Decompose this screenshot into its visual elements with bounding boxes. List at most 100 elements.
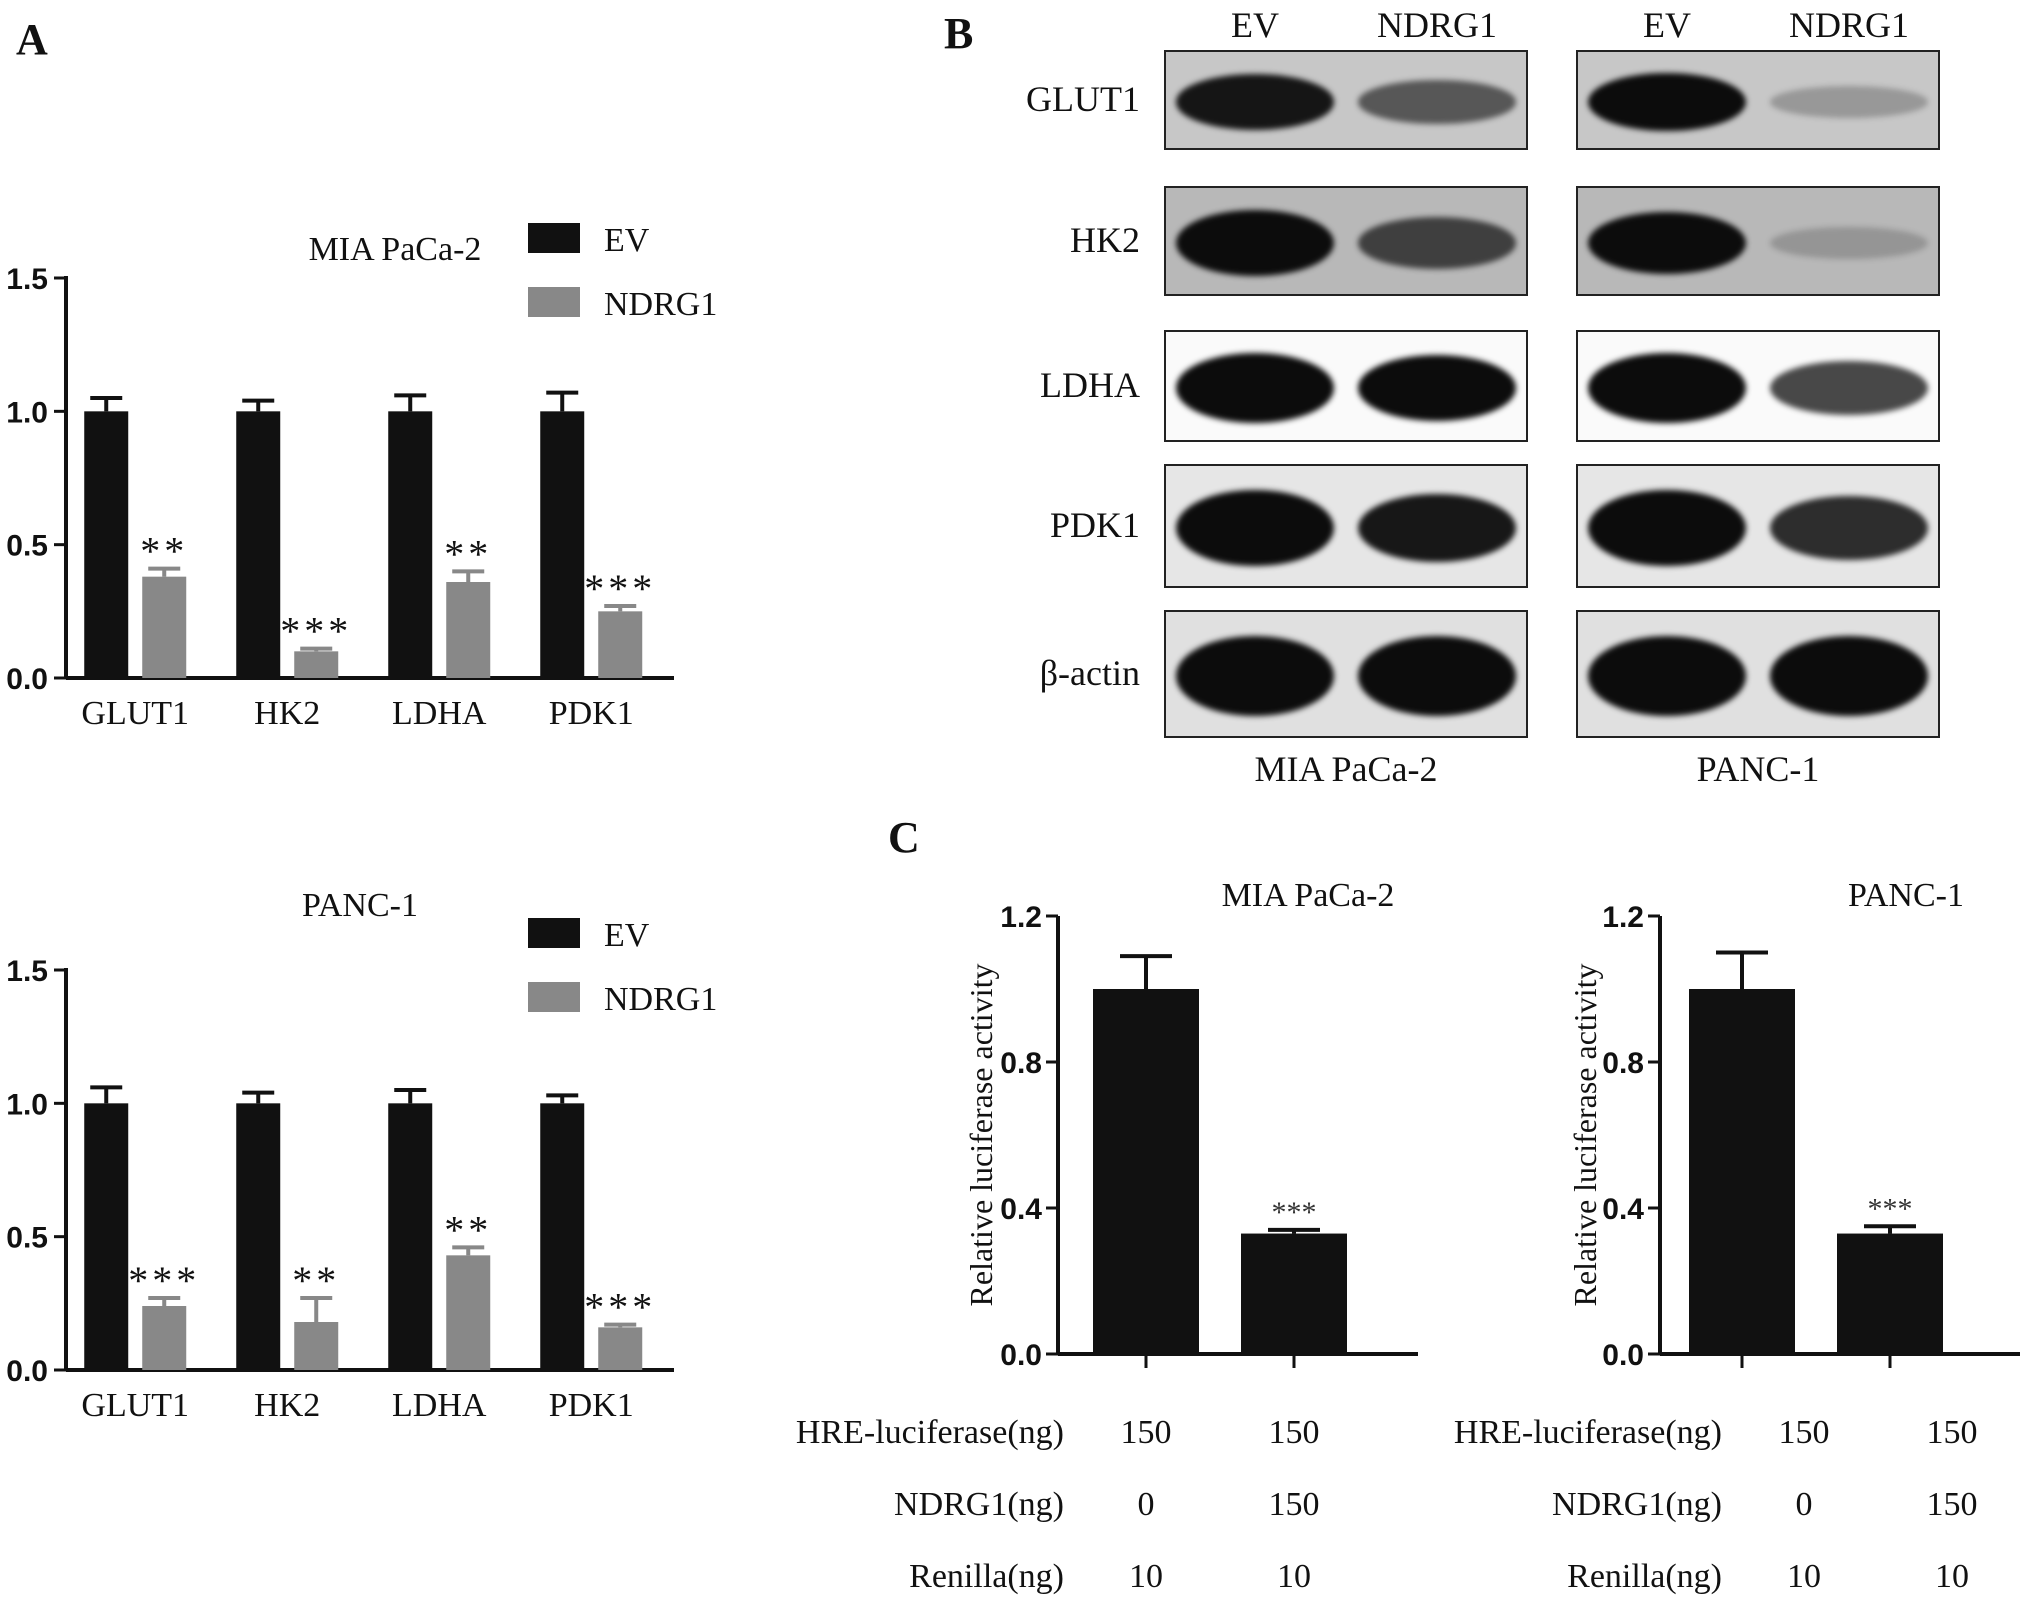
- lane-label-ndrg1: NDRG1: [1376, 5, 1497, 45]
- y-axis-label: Relative luciferase activity: [1567, 964, 1603, 1307]
- bar: [540, 411, 585, 678]
- band: [1588, 353, 1746, 423]
- table-row-label: NDRG1(ng): [894, 1486, 1064, 1523]
- panel-letter-a: A: [16, 15, 48, 64]
- y-tick-label: 0.5: [6, 1222, 48, 1255]
- blot-strip: [1576, 186, 1940, 296]
- table-cell: 150: [1120, 1414, 1172, 1451]
- protein-label: GLUT1: [1026, 79, 1140, 119]
- table-row-label: Renilla(ng): [909, 1558, 1064, 1595]
- bar-chart-a-mia: 0.0 0.5 1.0 1.5 MIA PaCa-2 EV NDRG1 ** GLUT1 *** H…: [6, 222, 717, 732]
- panel-letter-c: C: [888, 813, 920, 862]
- table-cell: 10: [1787, 1558, 1821, 1595]
- significance-mark: ***: [128, 1258, 200, 1303]
- chart-title: MIA PaCa-2: [1222, 877, 1395, 914]
- table-row-label: HRE-luciferase(ng): [1453, 1414, 1722, 1451]
- x-tick-label: GLUT1: [81, 695, 189, 732]
- band: [1176, 353, 1334, 423]
- legend-label: EV: [604, 917, 650, 954]
- significance-mark: **: [292, 1258, 340, 1303]
- bar: [294, 1322, 339, 1370]
- significance-mark: ***: [1868, 1192, 1913, 1225]
- x-tick-label: GLUT1: [81, 1387, 189, 1424]
- protein-label: PDK1: [1049, 505, 1140, 545]
- blot-strip: [1164, 330, 1528, 442]
- table-cell: 150: [1778, 1414, 1830, 1451]
- band: [1770, 360, 1928, 416]
- band: [1770, 636, 1928, 716]
- bar: [294, 651, 339, 678]
- band: [1770, 495, 1928, 561]
- y-tick-label: 0.4: [1000, 1193, 1042, 1226]
- significance-mark: ***: [280, 609, 352, 654]
- table-cell: 150: [1268, 1486, 1320, 1523]
- bar: [84, 1103, 129, 1370]
- bar: [388, 1103, 433, 1370]
- table-cell: 10: [1277, 1558, 1311, 1595]
- x-tick-label: PDK1: [549, 1387, 634, 1424]
- bar: [598, 611, 643, 678]
- protein-label: LDHA: [1040, 365, 1140, 405]
- legend-label: EV: [604, 222, 650, 259]
- cell-line-label: MIA PaCa-2: [1254, 749, 1438, 789]
- table-cell: 10: [1935, 1558, 1969, 1595]
- chart-title: PANC-1: [302, 887, 418, 924]
- band: [1358, 493, 1516, 563]
- bar: [598, 1327, 643, 1370]
- band: [1770, 86, 1928, 118]
- significance-mark: ***: [1272, 1196, 1317, 1229]
- band: [1770, 226, 1928, 260]
- y-tick-label: 1.2: [1000, 901, 1042, 934]
- legend-swatch-ndrg1: [528, 982, 580, 1012]
- blot-strip: [1164, 186, 1528, 296]
- x-tick-label: LDHA: [392, 695, 487, 732]
- table-cell: 10: [1129, 1558, 1163, 1595]
- table-cell: 0: [1137, 1486, 1155, 1523]
- y-tick-label: 1.0: [6, 1088, 48, 1121]
- band: [1176, 636, 1334, 716]
- bar: [1837, 1233, 1943, 1354]
- y-tick-label: 0.0: [6, 1355, 48, 1388]
- band: [1588, 489, 1746, 567]
- y-tick-label: 0.8: [1000, 1047, 1042, 1080]
- bar: [1689, 989, 1795, 1354]
- band: [1588, 211, 1746, 275]
- x-tick-label: PDK1: [549, 695, 634, 732]
- bar: [540, 1103, 585, 1370]
- band: [1358, 217, 1516, 269]
- y-tick-label: 0.4: [1602, 1193, 1644, 1226]
- band: [1358, 355, 1516, 421]
- x-tick-label: LDHA: [392, 1387, 487, 1424]
- table-cell: 150: [1268, 1414, 1320, 1451]
- protein-label: β-actin: [1039, 653, 1140, 693]
- blot-strip: [1576, 464, 1940, 588]
- y-tick-label: 0.8: [1602, 1047, 1644, 1080]
- blot-strip: [1576, 610, 1940, 738]
- protein-label: HK2: [1070, 220, 1140, 260]
- bar: [236, 1103, 281, 1370]
- bar-chart-c-panc: 0.0 0.4 0.8 1.2 Relative luciferase activity…: [1567, 877, 2020, 1372]
- table-cell: 150: [1926, 1414, 1978, 1451]
- legend-swatch-ndrg1: [528, 287, 580, 317]
- y-tick-label: 0.0: [6, 663, 48, 696]
- bar: [388, 411, 433, 678]
- western-blot-panel: EV NDRG1 EV NDRG1 GLUT1 HK2 LDHA PDK1 β-actin MIA…: [860, 0, 1980, 800]
- table-row-label: Renilla(ng): [1567, 1558, 1722, 1595]
- significance-mark: **: [444, 531, 492, 576]
- lane-label-ev: EV: [1231, 5, 1279, 45]
- bar-chart-a-panc: 0.0 0.5 1.0 1.5 PANC-1 EV NDRG1 *** GLUT1 ** HK2 **…: [6, 887, 717, 1424]
- significance-mark: ***: [584, 1285, 656, 1330]
- blot-strip: [1164, 610, 1528, 738]
- band: [1588, 72, 1746, 132]
- chart-title: MIA PaCa-2: [309, 231, 482, 268]
- bar: [142, 1306, 187, 1370]
- bar: [446, 1255, 491, 1370]
- chart-title: PANC-1: [1848, 877, 1964, 914]
- band: [1358, 636, 1516, 716]
- lane-label-ndrg1: NDRG1: [1788, 5, 1909, 45]
- band: [1176, 74, 1334, 130]
- x-tick-label: HK2: [254, 695, 320, 732]
- legend-label: NDRG1: [604, 981, 717, 1018]
- y-tick-label: 1.5: [6, 263, 48, 296]
